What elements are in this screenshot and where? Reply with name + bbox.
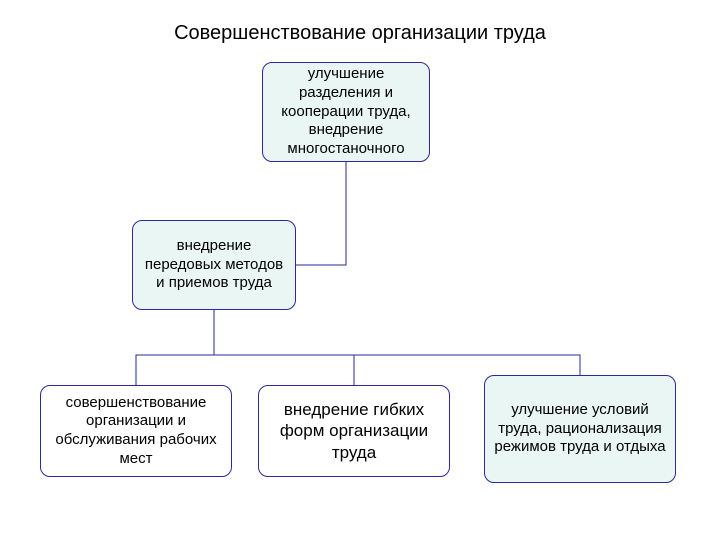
diagram-canvas: Совершенствование организации труда улуч… xyxy=(0,0,720,540)
node-leaf-flexible: внедрение гибких форм организации труда xyxy=(258,385,450,477)
diagram-title: Совершенствование организации труда xyxy=(116,22,604,48)
node-leaf-conditions: улучшение условий труда, рационализация … xyxy=(484,375,676,483)
node-leaf-workplaces: совершенствование организации и обслужив… xyxy=(40,385,232,477)
node-root: улучшение разделения и кооперации труда,… xyxy=(262,62,430,162)
node-branch-methods: внедрение передовых методов и приемов тр… xyxy=(132,220,296,310)
